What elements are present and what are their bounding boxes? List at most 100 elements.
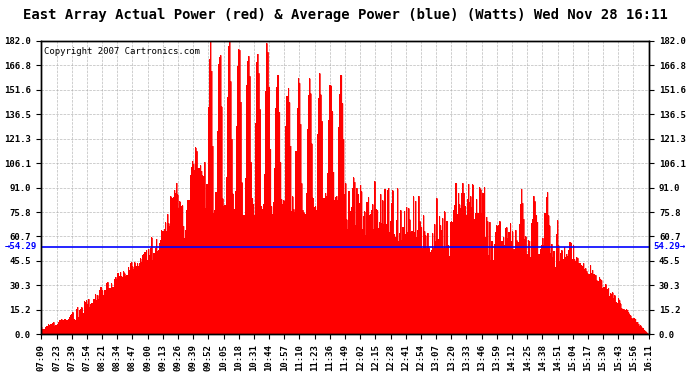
Bar bbox=[512, 231, 513, 334]
Bar bbox=[478, 213, 479, 334]
Bar bbox=[427, 232, 428, 334]
Bar bbox=[293, 209, 295, 334]
Bar bbox=[642, 328, 644, 334]
Bar bbox=[83, 301, 85, 334]
Bar bbox=[521, 189, 522, 334]
Bar bbox=[489, 222, 491, 334]
Bar bbox=[333, 172, 334, 334]
Bar bbox=[146, 250, 147, 334]
Bar bbox=[254, 215, 255, 334]
Bar bbox=[227, 97, 228, 334]
Bar bbox=[97, 295, 98, 334]
Bar bbox=[126, 274, 128, 334]
Bar bbox=[442, 218, 443, 334]
Bar bbox=[250, 162, 251, 334]
Bar bbox=[574, 259, 575, 334]
Bar bbox=[215, 192, 217, 334]
Bar bbox=[183, 226, 184, 334]
Bar bbox=[155, 248, 156, 334]
Bar bbox=[67, 320, 68, 334]
Bar bbox=[566, 254, 567, 334]
Bar bbox=[356, 188, 357, 334]
Bar bbox=[593, 274, 594, 334]
Bar bbox=[204, 162, 206, 334]
Bar bbox=[319, 73, 320, 334]
Bar bbox=[245, 178, 246, 334]
Bar bbox=[158, 250, 159, 334]
Bar bbox=[417, 230, 418, 334]
Bar bbox=[328, 120, 329, 334]
Bar bbox=[425, 235, 426, 334]
Bar bbox=[179, 201, 181, 334]
Bar bbox=[513, 249, 514, 334]
Bar bbox=[583, 263, 584, 334]
Bar bbox=[448, 256, 450, 334]
Bar bbox=[81, 307, 83, 334]
Bar bbox=[344, 194, 345, 334]
Bar bbox=[514, 249, 515, 334]
Bar bbox=[164, 229, 165, 334]
Bar bbox=[352, 188, 353, 334]
Bar bbox=[178, 209, 179, 334]
Bar bbox=[238, 49, 239, 334]
Bar bbox=[174, 190, 175, 334]
Bar bbox=[313, 207, 315, 334]
Bar bbox=[381, 222, 382, 334]
Bar bbox=[57, 324, 58, 334]
Bar bbox=[336, 196, 337, 334]
Bar bbox=[393, 234, 395, 334]
Bar bbox=[453, 210, 454, 334]
Bar bbox=[640, 326, 641, 334]
Bar bbox=[423, 215, 424, 334]
Bar bbox=[366, 202, 368, 334]
Bar bbox=[422, 248, 423, 334]
Bar bbox=[601, 280, 602, 334]
Bar bbox=[257, 54, 258, 334]
Bar bbox=[633, 318, 635, 334]
Bar bbox=[202, 176, 203, 334]
Bar bbox=[309, 78, 310, 334]
Bar bbox=[464, 206, 466, 334]
Bar bbox=[348, 191, 350, 334]
Bar bbox=[217, 64, 219, 334]
Bar bbox=[475, 199, 477, 334]
Bar bbox=[244, 214, 245, 334]
Bar bbox=[470, 196, 471, 334]
Bar bbox=[237, 66, 238, 334]
Bar bbox=[600, 279, 601, 334]
Bar bbox=[275, 108, 276, 334]
Bar bbox=[631, 318, 632, 334]
Bar bbox=[282, 204, 283, 334]
Bar bbox=[197, 168, 199, 334]
Bar bbox=[516, 240, 518, 334]
Bar bbox=[160, 240, 161, 334]
Bar bbox=[347, 229, 348, 334]
Bar bbox=[418, 196, 420, 334]
Bar bbox=[55, 325, 57, 334]
Bar bbox=[297, 78, 299, 334]
Bar bbox=[210, 41, 211, 334]
Bar bbox=[505, 228, 506, 334]
Bar bbox=[400, 210, 402, 334]
Bar bbox=[114, 279, 115, 334]
Bar bbox=[432, 233, 433, 334]
Bar bbox=[80, 309, 81, 334]
Bar bbox=[72, 312, 73, 334]
Text: East Array Actual Power (red) & Average Power (blue) (Watts) Wed Nov 28 16:11: East Array Actual Power (red) & Average … bbox=[23, 8, 667, 21]
Bar bbox=[169, 226, 170, 334]
Bar bbox=[101, 290, 103, 334]
Bar bbox=[506, 227, 507, 334]
Bar bbox=[571, 258, 573, 334]
Bar bbox=[61, 319, 62, 334]
Bar bbox=[359, 184, 361, 334]
Bar bbox=[627, 309, 628, 334]
Bar bbox=[480, 189, 482, 334]
Bar bbox=[181, 205, 183, 334]
Bar bbox=[184, 238, 185, 334]
Bar bbox=[551, 244, 552, 334]
Bar bbox=[523, 219, 524, 334]
Bar bbox=[582, 267, 583, 334]
Bar bbox=[371, 210, 372, 334]
Bar bbox=[530, 257, 531, 334]
Bar bbox=[548, 215, 549, 334]
